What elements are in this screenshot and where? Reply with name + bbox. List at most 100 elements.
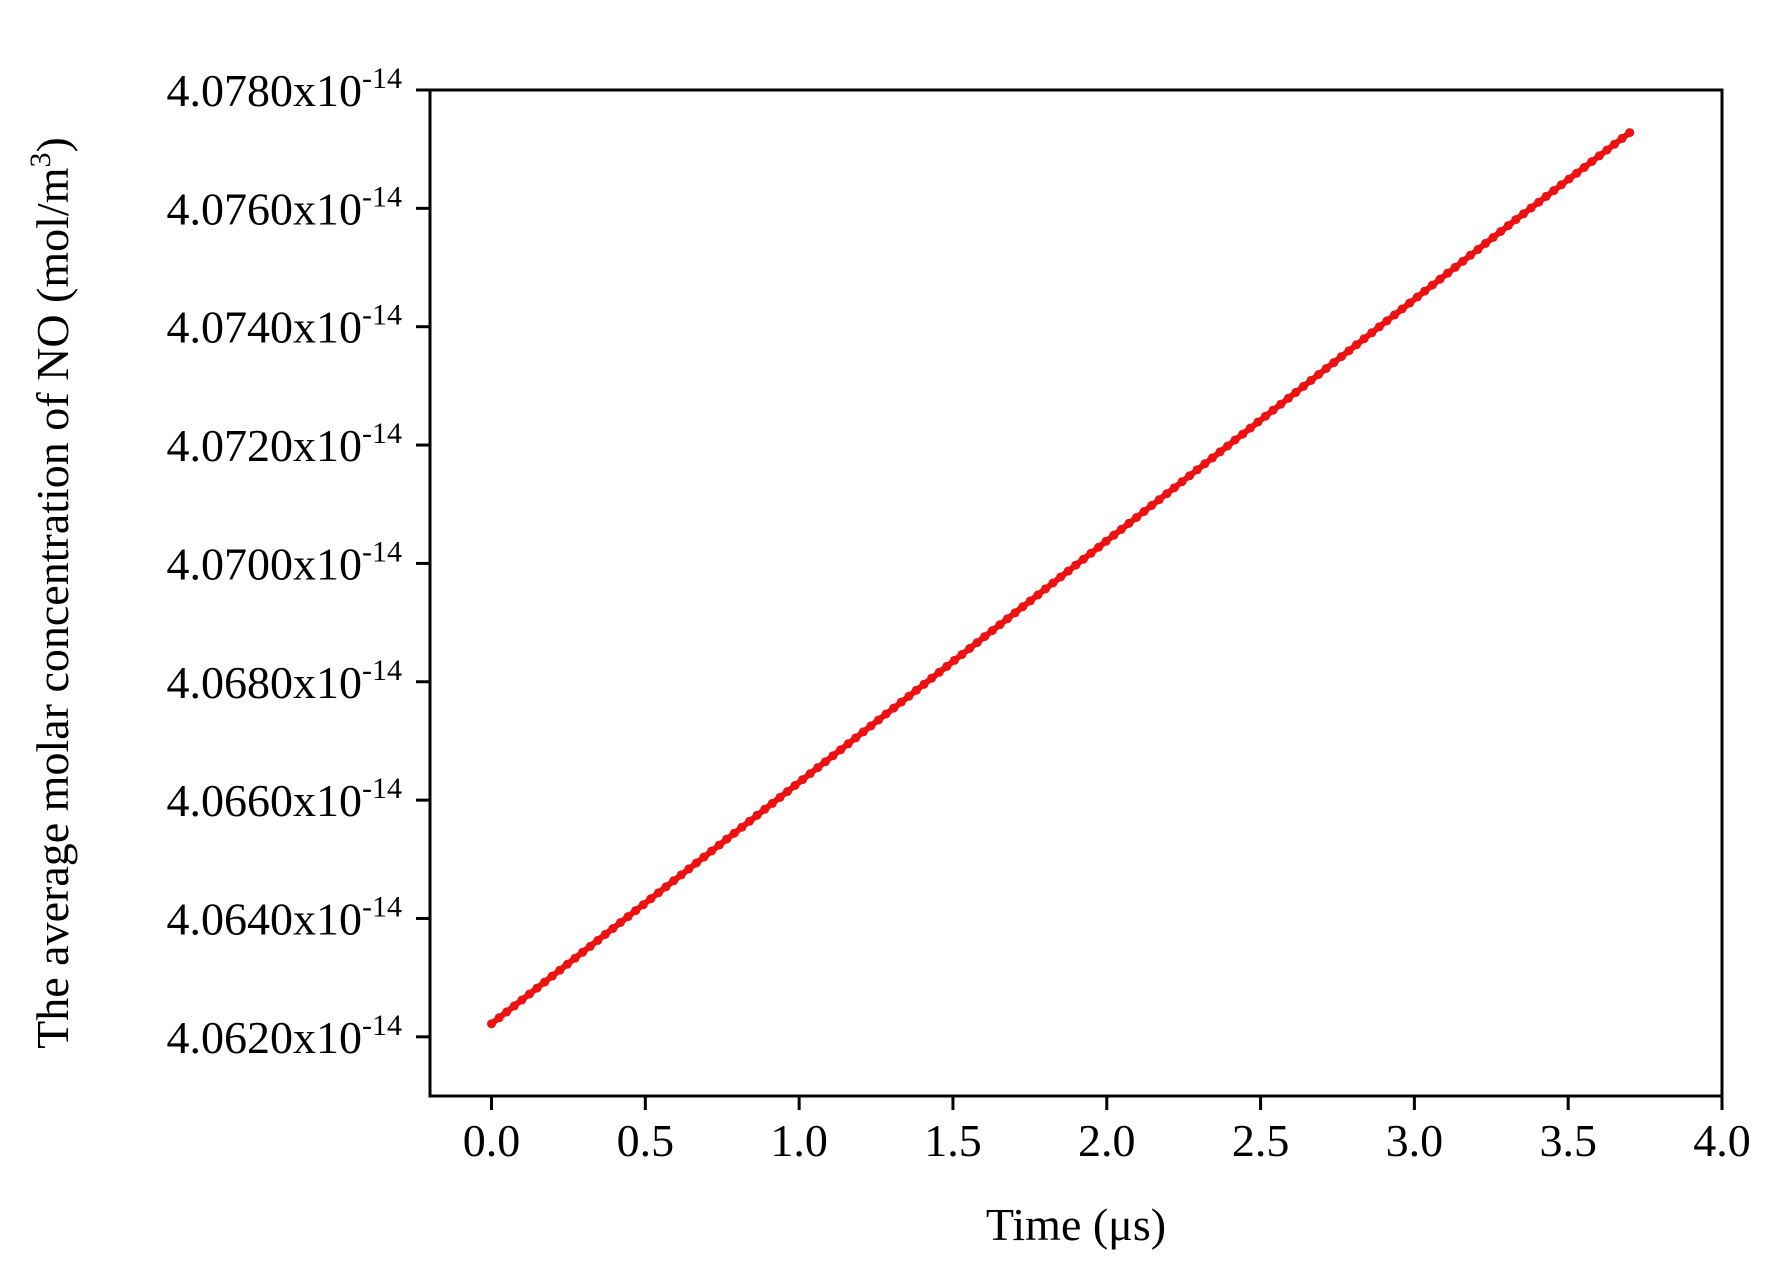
series-0-point-41: [798, 775, 808, 785]
series-0-point-133: [1496, 227, 1506, 236]
series-0-point-1: [494, 1013, 504, 1023]
series-0-point-60: [942, 661, 952, 671]
series-0-point-10: [562, 959, 572, 969]
series-0-point-9: [555, 965, 565, 975]
series-0-point-8: [547, 971, 557, 981]
series-0-point-103: [1268, 405, 1278, 415]
series-0-point-42: [805, 769, 815, 779]
series-0-point-7: [540, 977, 550, 987]
series-0-point-117: [1374, 322, 1384, 332]
series-0-point-143: [1572, 168, 1582, 178]
series-0-point-73: [1040, 584, 1050, 594]
series-0-point-23: [661, 882, 671, 892]
y-tick-label-0: 4.0620x10-14: [167, 1009, 403, 1063]
x-tick-label-1: 0.5: [617, 1115, 675, 1166]
series-0-point-102: [1261, 411, 1270, 421]
series-0-point-82: [1109, 530, 1119, 540]
series-0-point-67: [995, 620, 1005, 630]
series-0-point-101: [1253, 417, 1263, 427]
series-0-point-145: [1587, 157, 1597, 167]
y-tick-label-3: 4.0680x10-14: [167, 654, 403, 708]
series-0-point-148: [1610, 139, 1619, 149]
series-0-point-54: [896, 697, 906, 707]
series-0-point-72: [1033, 590, 1043, 600]
series-0-point-123: [1420, 286, 1430, 296]
y-tick-label-2: 4.0660x10-14: [167, 772, 403, 826]
series-0-point-108: [1306, 375, 1316, 385]
series-0-point-136: [1519, 209, 1528, 219]
series-0-point-66: [987, 626, 997, 636]
series-0-point-142: [1564, 174, 1574, 184]
series-0-point-81: [1101, 536, 1111, 546]
y-tick-exponent-7: -14: [362, 180, 402, 213]
y-tick-exponent-4: -14: [362, 535, 402, 568]
series-0-point-13: [585, 941, 595, 951]
series-0-point-31: [722, 834, 732, 844]
series-0-point-84: [1124, 518, 1134, 528]
y-tick-mantissa-0: 4.0620x10: [167, 1012, 363, 1063]
x-tick-label-4: 2.0: [1078, 1115, 1136, 1166]
y-tick-exponent-5: -14: [362, 417, 402, 450]
series-0-point-150: [1625, 128, 1635, 138]
series-0-point-86: [1139, 507, 1149, 516]
series-0-point-38: [775, 792, 785, 802]
series-0-point-77: [1071, 560, 1081, 570]
series-0-point-76: [1063, 566, 1073, 576]
y-tick-mantissa-3: 4.0680x10: [167, 657, 363, 708]
y-tick-mantissa-4: 4.0700x10: [167, 538, 363, 589]
series-0-point-35: [752, 810, 762, 820]
series-0-point-90: [1169, 483, 1179, 493]
series-0-point-137: [1526, 203, 1536, 213]
y-tick-exponent-6: -14: [362, 299, 402, 332]
series-0-point-25: [676, 870, 686, 880]
series-0-point-138: [1534, 197, 1544, 207]
series-0-point-104: [1276, 399, 1286, 409]
x-tick-label-7: 3.5: [1539, 1115, 1597, 1166]
series-0-point-65: [980, 632, 990, 642]
series-0-point-116: [1367, 328, 1377, 338]
series-0-point-21: [646, 894, 656, 904]
series-0-point-141: [1556, 180, 1566, 190]
series-0-point-115: [1359, 334, 1369, 344]
series-0-point-97: [1223, 441, 1233, 451]
series-0-point-94: [1200, 459, 1210, 469]
series-0-point-22: [654, 888, 663, 898]
y-tick-label-7: 4.0760x10-14: [167, 180, 403, 234]
series-0-point-135: [1511, 215, 1521, 225]
y-tick-mantissa-1: 4.0640x10: [167, 893, 363, 944]
series-0-point-130: [1473, 244, 1483, 254]
series-0-point-55: [904, 691, 914, 701]
series-0-point-15: [600, 929, 610, 939]
series-0-point-17: [616, 918, 625, 927]
series-0-point-5: [525, 989, 534, 999]
series-0-point-113: [1344, 346, 1354, 356]
series-0-point-32: [729, 828, 739, 838]
y-tick-mantissa-7: 4.0760x10: [167, 183, 363, 234]
series-0-point-127: [1450, 262, 1460, 272]
series-0-point-59: [934, 667, 944, 677]
series-0-point-6: [532, 983, 542, 993]
series-0-point-57: [919, 679, 929, 689]
series-0-point-24: [669, 876, 679, 886]
series-0-point-109: [1314, 370, 1324, 379]
series-0-point-79: [1086, 548, 1096, 558]
series-0-point-85: [1132, 513, 1141, 522]
series-0-point-129: [1465, 250, 1475, 260]
series-0-point-70: [1018, 602, 1028, 612]
y-tick-exponent-0: -14: [362, 1009, 402, 1042]
y-tick-label-6: 4.0740x10-14: [167, 299, 403, 353]
series-0-point-105: [1283, 393, 1293, 403]
series-0-point-58: [927, 673, 937, 683]
x-tick-label-2: 1.0: [770, 1115, 828, 1166]
x-tick-label-6: 3.0: [1386, 1115, 1444, 1166]
y-tick-mantissa-5: 4.0720x10: [167, 420, 363, 471]
series-0-point-149: [1617, 133, 1627, 143]
series-0-point-111: [1329, 358, 1339, 368]
series-0-point-126: [1443, 268, 1453, 278]
series-0-point-69: [1010, 608, 1020, 618]
series-0-point-128: [1458, 256, 1468, 266]
series-0-point-14: [593, 935, 603, 945]
series-0-point-125: [1435, 274, 1445, 284]
y-tick-label-8: 4.0780x10-14: [167, 62, 403, 116]
